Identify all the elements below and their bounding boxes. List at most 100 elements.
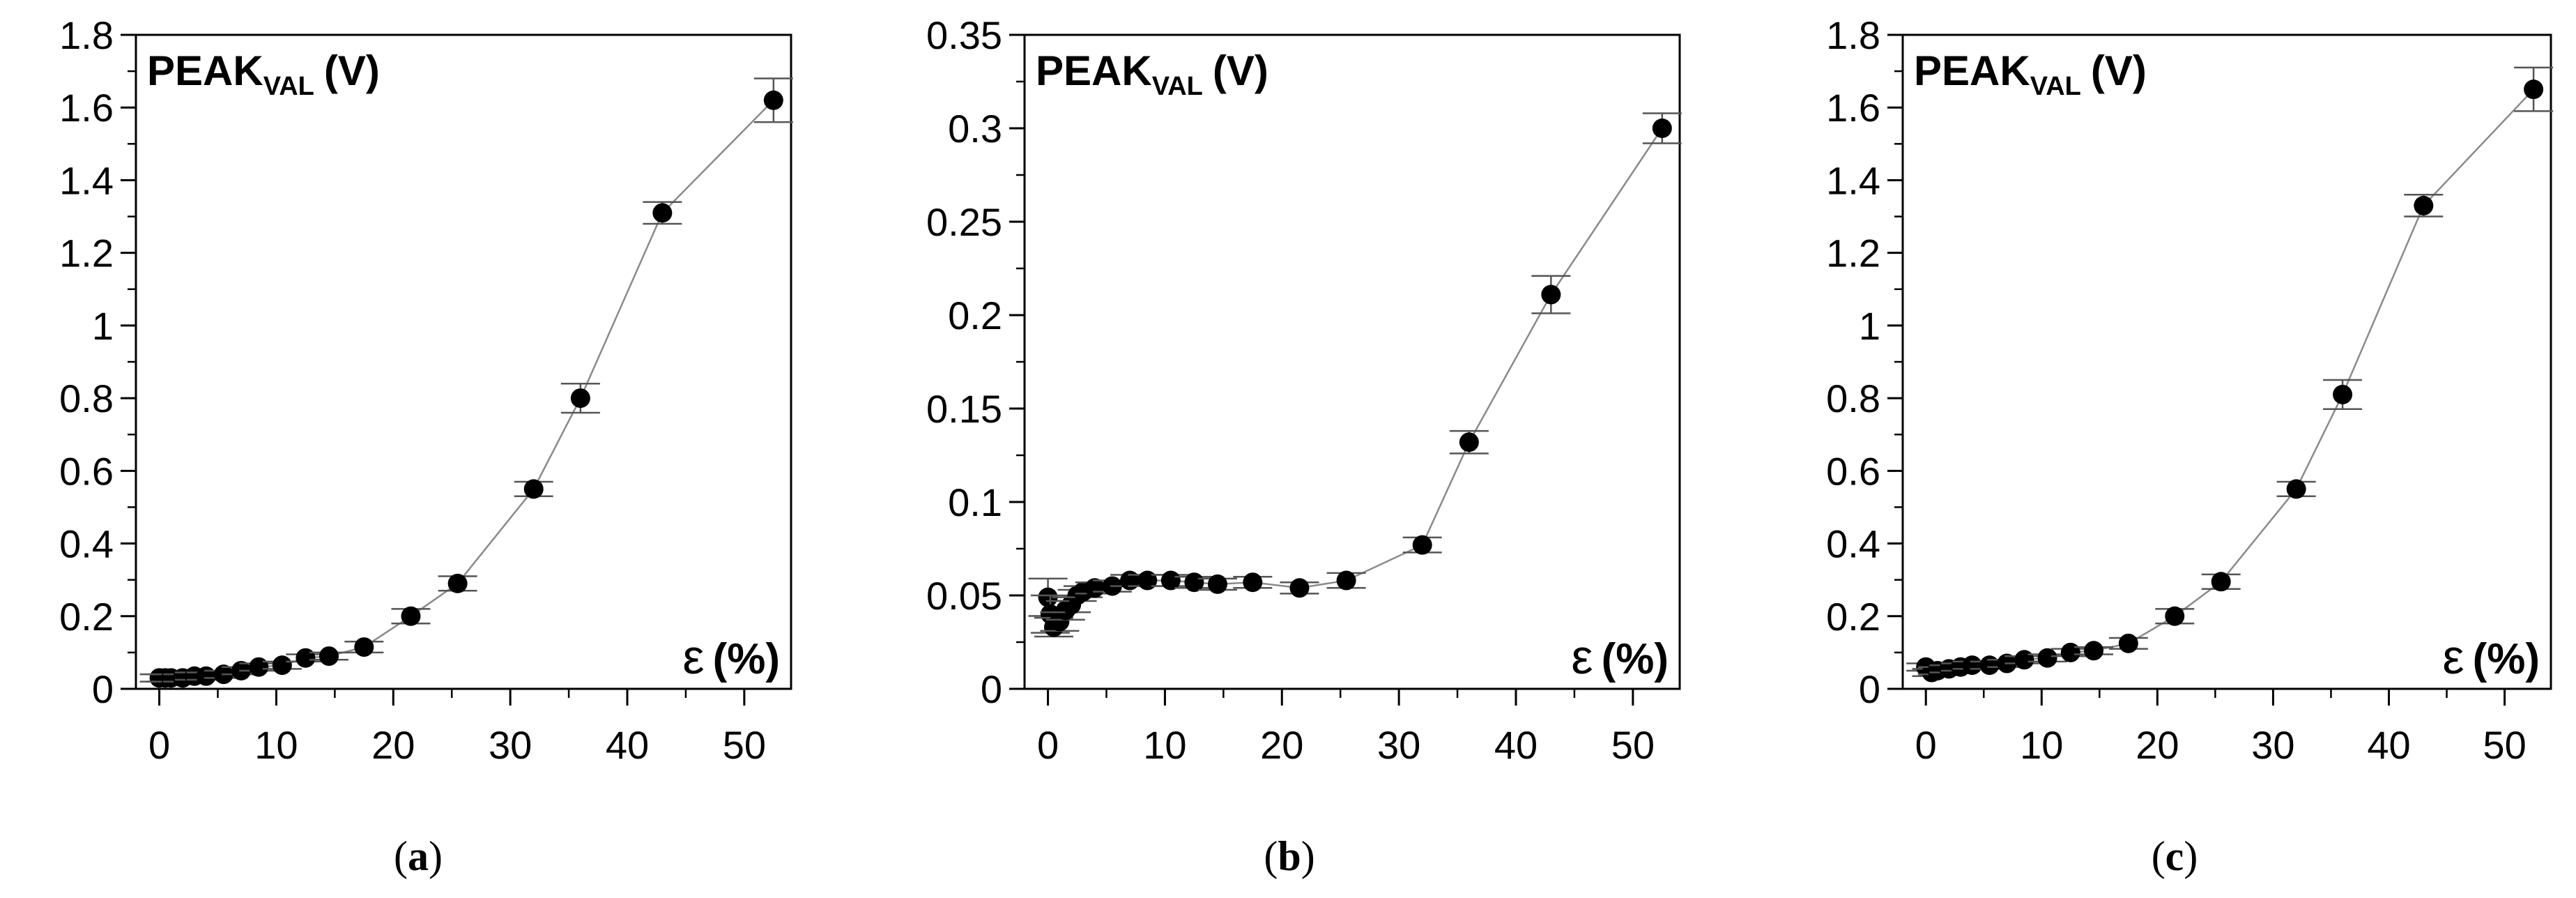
y-tick-label: 1.2 <box>1826 231 1880 275</box>
x-axis-label-unit: (%) <box>2473 635 2540 683</box>
data-point <box>2084 641 2104 661</box>
y-axis-label: PEAKVAL (V) <box>147 47 380 101</box>
data-point <box>652 203 673 223</box>
data-point <box>354 637 374 657</box>
y-axis-label-unit: (V) <box>2091 47 2147 94</box>
data-point <box>401 606 421 626</box>
data-point <box>1541 284 1561 305</box>
data-point <box>1289 578 1310 598</box>
data-point <box>2037 648 2057 668</box>
data-point <box>1120 570 1140 591</box>
panel-label: (b) <box>1264 833 1314 879</box>
x-tick-label: 30 <box>489 723 532 767</box>
data-point <box>1137 570 1158 591</box>
chart-panel-c: 0 0.2 0.4 0.6 0.8 1 1.2 1.4 1.6 1.8 0 10 20 30 40 50 PEA… <box>1826 13 2554 879</box>
y-axis-label-subscript: VAL <box>1152 72 1203 101</box>
chart-panel-a: 0 0.2 0.4 0.6 0.8 1 1.2 1.4 1.6 1.8 0 10 20 30 40 50 PEA… <box>59 13 793 879</box>
x-tick-label: 40 <box>2367 723 2410 767</box>
x-axis-label: ε (%) <box>1571 630 1669 684</box>
data-point <box>1459 432 1479 452</box>
series-line <box>1047 128 1663 629</box>
y-tick-label: 1.6 <box>59 86 114 130</box>
data-point <box>296 648 316 668</box>
x-axis-label: ε (%) <box>682 630 780 684</box>
y-tick-label: 0.35 <box>926 13 1002 57</box>
y-tick-label: 0 <box>1859 667 1880 711</box>
data-point <box>319 646 339 667</box>
data-point <box>1979 655 2000 676</box>
data-point <box>1084 578 1105 598</box>
x-tick-label: 50 <box>1611 723 1655 767</box>
x-tick-label: 20 <box>2136 723 2179 767</box>
y-tick-label: 1.8 <box>1826 13 1880 57</box>
y-tick-label: 0 <box>981 667 1002 711</box>
y-tick-label: 0.2 <box>59 595 114 639</box>
data-point <box>272 655 292 676</box>
data-point <box>2118 633 2138 653</box>
data-point <box>2060 642 2080 662</box>
y-tick-label: 0.6 <box>1826 449 1880 493</box>
y-tick-label: 0.8 <box>59 376 114 420</box>
y-axis-label-main: PEAK <box>147 47 263 94</box>
y-tick-label: 0.8 <box>1826 376 1880 420</box>
data-point <box>1962 655 1982 676</box>
x-tick-label: 10 <box>2020 723 2063 767</box>
x-axis-label-symbol: ε <box>682 630 704 684</box>
data-point <box>1207 574 1227 594</box>
x-tick-label: 50 <box>723 723 766 767</box>
data-point <box>1412 535 1432 555</box>
x-tick-label: 20 <box>1260 723 1303 767</box>
chart-panel-b: 0 0.05 0.1 0.15 0.2 0.25 0.3 0.35 0 10 20 30 40 50 PEA… <box>926 13 1682 879</box>
x-tick-label: 30 <box>1377 723 1420 767</box>
x-tick-label: 20 <box>371 723 415 767</box>
y-tick-label: 1.4 <box>59 158 114 202</box>
plot-frame <box>1023 33 1681 690</box>
data-point <box>1243 572 1263 593</box>
y-tick-label: 0.1 <box>948 480 1002 524</box>
y-tick-label: 1.2 <box>59 231 114 275</box>
y-tick-label: 0.05 <box>926 574 1002 618</box>
y-tick-label: 1 <box>92 304 114 348</box>
data-point <box>1038 587 1058 607</box>
y-tick-label: 0.4 <box>59 522 114 566</box>
data-point <box>763 90 783 110</box>
y-tick-label: 0.4 <box>1826 522 1880 566</box>
y-axis-label: PEAKVAL (V) <box>1036 47 1268 101</box>
y-tick-label: 1.8 <box>59 13 114 57</box>
x-tick-label: 10 <box>254 723 298 767</box>
data-point <box>1184 572 1204 593</box>
data-point <box>196 666 216 686</box>
y-tick-label: 1.6 <box>1826 86 1880 130</box>
x-axis-label-unit: (%) <box>1602 635 1669 683</box>
x-tick-label: 10 <box>1143 723 1186 767</box>
data-point <box>2414 195 2434 215</box>
x-tick-label: 50 <box>2483 723 2526 767</box>
y-tick-label: 1.4 <box>1826 158 1880 202</box>
data-point <box>2211 572 2231 592</box>
x-axis-label-symbol: ε <box>2442 630 2464 684</box>
data-point <box>2286 479 2306 499</box>
y-axis-label-main: PEAK <box>1036 47 1152 94</box>
data-point <box>2014 650 2034 670</box>
x-tick-label: 0 <box>1915 723 1937 767</box>
x-tick-label: 40 <box>1494 723 1538 767</box>
y-tick-label: 0.3 <box>948 107 1002 151</box>
y-axis-label-unit: (V) <box>324 47 380 94</box>
y-axis-label-unit: (V) <box>1213 47 1268 94</box>
data-point <box>1336 570 1356 591</box>
y-axis-label-main: PEAK <box>1914 47 2030 94</box>
data-point <box>447 573 468 593</box>
x-tick-label: 30 <box>2251 723 2294 767</box>
x-tick-label: 0 <box>148 723 170 767</box>
y-axis-label: PEAKVAL (V) <box>1914 47 2147 101</box>
x-axis-label-symbol: ε <box>1571 630 1593 684</box>
x-tick-label: 40 <box>606 723 649 767</box>
y-axis-label-subscript: VAL <box>263 72 314 101</box>
y-tick-label: 1 <box>1859 304 1880 348</box>
y-tick-label: 0.2 <box>948 294 1002 337</box>
data-point <box>249 657 269 677</box>
data-point <box>523 479 544 499</box>
y-tick-label: 0.6 <box>59 449 114 493</box>
y-tick-label: 0.15 <box>926 387 1002 431</box>
